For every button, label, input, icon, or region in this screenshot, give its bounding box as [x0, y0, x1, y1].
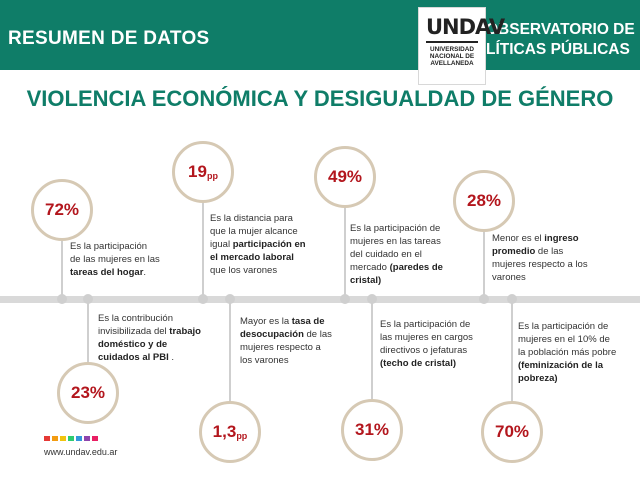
timeline-axis [0, 296, 640, 303]
stat-value: 1,3 [212, 422, 237, 441]
stat-circle: 23% [57, 362, 119, 424]
stat-description: Menor es el ingreso promedio de las muje… [492, 233, 588, 283]
timeline-stem [344, 207, 346, 299]
timeline-dot [479, 294, 489, 304]
stat-description: Es la participación de las mujeres en la… [70, 241, 160, 278]
stat-description: Es la participación de las mujeres en ca… [380, 319, 473, 369]
timeline-dot [507, 294, 517, 304]
color-square [52, 436, 58, 441]
logo-line-2: NACIONAL DE [429, 53, 475, 61]
stat-value: 28% [466, 191, 502, 210]
stat-value: 19 [188, 162, 207, 181]
timeline-stem [229, 299, 231, 402]
timeline-stem [87, 299, 89, 363]
color-square [92, 436, 98, 441]
timeline-dot [57, 294, 67, 304]
stat-circle: 1,3 pp [199, 401, 261, 463]
stat-unit: pp [206, 170, 218, 181]
page-title: VIOLENCIA ECONÓMICA Y DESIGUALDAD DE GÉN… [26, 86, 614, 111]
timeline-stem [61, 240, 63, 299]
stat-value: 31% [354, 420, 390, 439]
color-square [84, 436, 90, 441]
timeline-dot [225, 294, 235, 304]
observatorio-line-1: OBSERVATORIO DE [486, 21, 635, 38]
stat-description: Es la contribución invisibilizada del tr… [98, 313, 201, 363]
stat-circle: 49% [314, 146, 376, 208]
stat-description: Es la participación de mujeres en las ta… [350, 223, 443, 286]
logo-line-1: UNIVERSIDAD [429, 46, 475, 53]
stat-circle: 31% [341, 399, 403, 461]
color-square [68, 436, 74, 441]
logo-subtitle: UNIVERSIDAD NACIONAL DE AVELLANEDA [421, 46, 483, 68]
logo-line-3: AVELLANEDA [430, 60, 474, 68]
stat-circle: 70% [481, 401, 543, 463]
timeline-dot [340, 294, 350, 304]
header-title: RESUMEN DE DATOS [8, 28, 210, 49]
stat-description: Es la distancia para que la mujer alcanc… [210, 213, 306, 276]
logo-divider [426, 41, 478, 43]
timeline-dot [83, 294, 93, 304]
stat-value: 23% [70, 383, 106, 402]
logo-mark: UNDAV [426, 15, 505, 39]
observatorio-line-2: LÍTICAS PÚBLICAS [486, 41, 630, 58]
timeline-stem [511, 299, 513, 402]
stat-value: 70% [494, 422, 530, 441]
stat-circle: 19 pp [172, 141, 234, 203]
stat-description: Mayor es la tasa de desocupación de las … [240, 316, 332, 366]
stat-value: 49% [327, 167, 363, 186]
timeline-dot [198, 294, 208, 304]
website-link[interactable]: www.undav.edu.ar [44, 447, 118, 457]
stat-unit: pp [236, 430, 248, 441]
timeline-stem [202, 202, 204, 299]
timeline-stem [483, 231, 485, 299]
color-square [60, 436, 66, 441]
stat-circle: 72% [31, 179, 93, 241]
timeline-dot [367, 294, 377, 304]
color-square [76, 436, 82, 441]
undav-logo: UNDAV UNIVERSIDAD NACIONAL DE AVELLANEDA [418, 7, 505, 85]
stat-description: Es la participación de mujeres en el 10%… [518, 321, 617, 384]
color-square [44, 436, 50, 441]
observatorio-title: OBSERVATORIO DE LÍTICAS PÚBLICAS [486, 20, 635, 60]
header-bar: RESUMEN DE DATOS OBSERVATORIO DE LÍTICAS… [0, 0, 640, 70]
stat-value: 72% [44, 200, 80, 219]
timeline-stem [371, 299, 373, 400]
stat-circle: 28% [453, 170, 515, 232]
